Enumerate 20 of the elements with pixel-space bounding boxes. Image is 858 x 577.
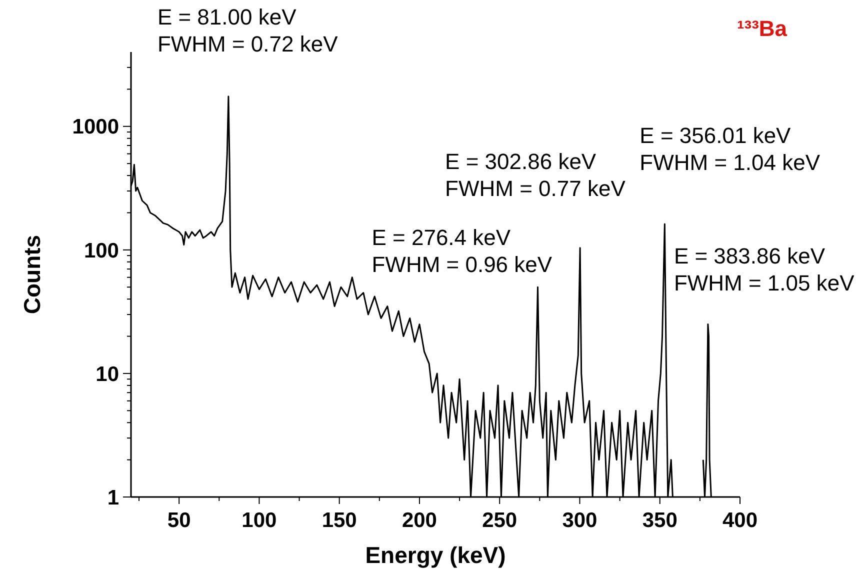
x-tick-label: 250 bbox=[482, 509, 518, 532]
y-tick-label: 1000 bbox=[72, 116, 119, 139]
x-tick-label: 100 bbox=[242, 509, 277, 532]
y-axis-title: Counts bbox=[19, 234, 45, 314]
y-tick-label: 10 bbox=[96, 362, 119, 386]
annotation: E = 276.4 keV FWHM = 0.96 keV bbox=[372, 225, 552, 278]
annotation: E = 81.00 keV FWHM = 0.72 keV bbox=[157, 4, 338, 56]
x-tick-label: 400 bbox=[722, 509, 758, 532]
chart-title: ¹³³Ba bbox=[736, 16, 788, 41]
x-axis-title: Energy (keV) bbox=[365, 542, 506, 568]
y-tick-label: 1 bbox=[107, 486, 120, 510]
annotation: E = 383.86 keV FWHM = 1.05 keV bbox=[674, 243, 855, 296]
x-tick-label: 350 bbox=[642, 509, 678, 532]
x-tick-label: 300 bbox=[562, 509, 598, 532]
y-tick-label: 100 bbox=[84, 239, 119, 262]
annotation: E = 356.01 keV FWHM = 1.04 keV bbox=[640, 123, 820, 176]
x-tick-label: 50 bbox=[167, 509, 191, 532]
annotation: E = 302.86 keV FWHM = 0.77 keV bbox=[445, 148, 626, 201]
x-tick-label: 150 bbox=[322, 509, 357, 532]
x-tick-label: 200 bbox=[402, 509, 437, 532]
